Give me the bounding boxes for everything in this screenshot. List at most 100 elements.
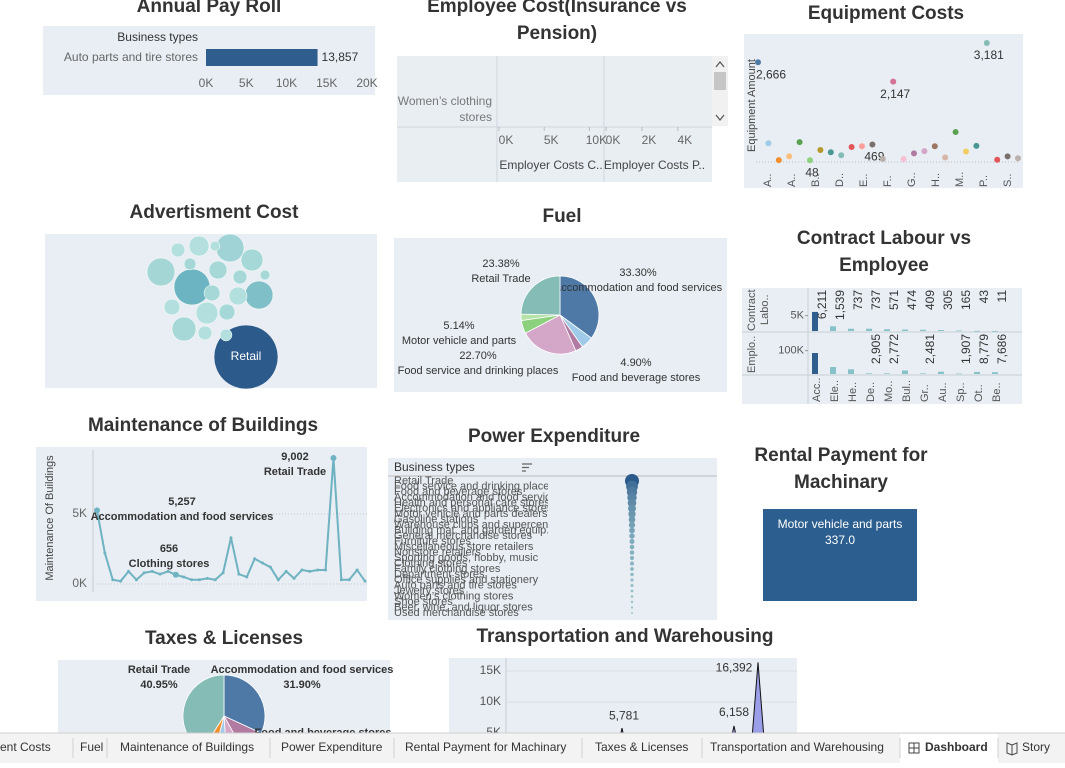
story-icon (1006, 742, 1018, 756)
point (111, 578, 115, 582)
category-label: Sporting goods, hobby, music (394, 552, 539, 564)
dot (628, 510, 636, 518)
dot (629, 544, 635, 550)
tab[interactable]: Transportation and Warehousing (710, 740, 884, 754)
bubble (215, 233, 245, 263)
point (786, 153, 793, 160)
data-label: 571 (887, 290, 901, 310)
bar (902, 370, 908, 374)
point (775, 157, 782, 164)
bubble-label: Retail (231, 349, 262, 363)
bar (812, 353, 818, 374)
data-label: 337.0 (825, 533, 855, 547)
bubble (228, 286, 248, 306)
point (268, 565, 272, 569)
x-tick-label: Au.. (937, 382, 949, 402)
category-label: Auto parts and tire stores (394, 579, 517, 591)
point (911, 150, 917, 157)
data-label: 4.90% (620, 357, 651, 369)
bubble (209, 240, 221, 252)
tab[interactable]: Fuel (80, 740, 103, 754)
tab[interactable]: Story (1022, 740, 1050, 754)
point (942, 154, 949, 161)
category-label: Motor vehicle and parts dealers (394, 508, 548, 520)
dot (630, 578, 634, 582)
annotation: Clothing stores (129, 558, 210, 570)
tab[interactable]: Taxes & Licenses (595, 740, 688, 754)
point (284, 569, 288, 573)
pie-slice (524, 314, 577, 355)
bar (206, 49, 318, 66)
point (150, 569, 154, 573)
dot (629, 538, 635, 545)
tab[interactable]: Maintenance of Buildings (120, 740, 254, 754)
pie-slice (223, 674, 266, 734)
bubble (171, 316, 197, 342)
point (765, 140, 772, 147)
dot (628, 521, 636, 529)
point (879, 156, 886, 163)
equipment-chart: Equipment Amount A.. A.. B.. D.. E.. F.. G.. H..… (744, 34, 1023, 188)
x-tick-label: E.. (858, 174, 870, 187)
tab[interactable]: Power Expenditure (281, 740, 383, 754)
scroll-down (715, 114, 725, 121)
pie-slice (559, 275, 600, 339)
data-label: 2,481 (923, 334, 937, 364)
point (190, 578, 194, 582)
panel (397, 56, 712, 182)
tab[interactable]: Dashboard (925, 740, 988, 754)
x-tick-label: 5K (544, 133, 559, 147)
bar (920, 329, 926, 331)
point (127, 569, 131, 573)
x-tick-label: 15K (316, 76, 337, 90)
bubble (188, 235, 210, 257)
tab[interactable]: ent Costs (0, 740, 51, 754)
category-label: Jewelry stores (394, 585, 465, 597)
point (339, 578, 343, 582)
category-label: Beer, wine, and liquor stores (394, 601, 533, 613)
bar (866, 328, 872, 331)
y-tick-label: 5K (791, 310, 805, 322)
y-tick-label: 100K (778, 345, 804, 357)
x-tick-label: De.. (865, 382, 877, 402)
data-label: 22.70% (459, 350, 497, 362)
data-label: 5,257 (168, 496, 196, 508)
bar (974, 330, 980, 332)
data-label: 7,686 (995, 334, 1009, 364)
point (347, 578, 351, 582)
y-tick-label: 15K (480, 663, 501, 677)
payroll-chart: Business types Auto parts and tire stores… (43, 26, 378, 95)
tab[interactable]: Rental Payment for Machinary (405, 740, 566, 754)
panel (388, 458, 717, 620)
x-tick-label: S.. (1002, 174, 1014, 187)
dot (628, 504, 636, 513)
data-label: 1,539 (833, 290, 847, 320)
category-label: Family clothing stores (394, 563, 501, 575)
bar (812, 311, 818, 331)
bar (902, 329, 908, 331)
panel (742, 288, 1022, 404)
x-tick-label: 2K (642, 133, 657, 147)
pie-chart: 33.30% Accommodation and food services 4.9… (394, 238, 727, 392)
point (158, 572, 162, 576)
x-tick-label: 4K (678, 133, 693, 147)
x-tick-label: D.. (834, 173, 846, 187)
bubble (146, 257, 176, 287)
point (316, 568, 320, 572)
dot (629, 527, 635, 534)
category-label: General merchandise stores (394, 530, 533, 542)
point (221, 571, 225, 575)
point (838, 152, 845, 159)
bar (830, 326, 836, 331)
bubble (163, 298, 181, 316)
point (796, 139, 803, 146)
x-tick-label: Sp.. (955, 382, 967, 402)
data-label: 40.95% (140, 679, 178, 691)
x-tick-label: G.. (906, 172, 918, 187)
data-label: 6,211 (815, 290, 829, 319)
data-label: 5.14% (443, 320, 474, 332)
bubble (183, 257, 197, 271)
